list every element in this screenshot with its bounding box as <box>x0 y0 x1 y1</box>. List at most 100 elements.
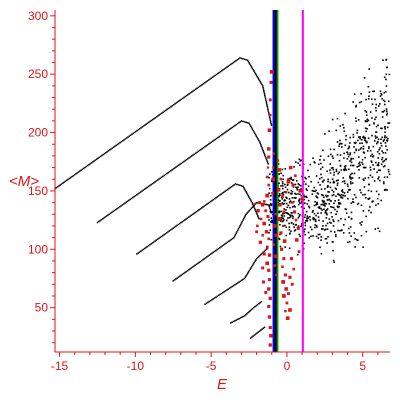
band-point <box>237 228 240 230</box>
cloud-point <box>320 194 323 196</box>
cloud-point <box>328 203 330 205</box>
cloud-point <box>322 196 325 199</box>
band-point <box>66 179 68 182</box>
cloud-point <box>279 220 282 223</box>
cloud-point <box>359 136 361 138</box>
cloud-point <box>318 207 321 210</box>
red-point <box>265 245 269 249</box>
band-point <box>207 202 209 205</box>
red-point <box>294 218 298 222</box>
cloud-point <box>300 159 303 162</box>
cloud-point <box>337 179 339 182</box>
cloud-point <box>386 176 389 178</box>
band-point <box>258 217 260 220</box>
band-point <box>259 81 262 83</box>
cloud-point <box>369 149 372 152</box>
band-point <box>153 182 155 184</box>
cloud-point <box>291 196 294 199</box>
cloud-point <box>345 212 348 214</box>
cloud-point <box>388 173 391 176</box>
cloud-point <box>336 117 339 120</box>
cloud-point <box>290 221 293 224</box>
cloud-point <box>297 162 299 164</box>
cloud-point <box>384 165 386 167</box>
cloud-point <box>375 109 377 112</box>
band-point <box>247 272 249 274</box>
band-point <box>230 127 232 130</box>
cloud-point <box>293 226 295 228</box>
band-point <box>242 219 244 221</box>
cloud-point <box>292 200 295 203</box>
cloud-point <box>320 207 322 210</box>
cloud-point <box>317 212 319 214</box>
band-point <box>228 187 230 190</box>
cloud-point <box>325 217 328 219</box>
cloud-point <box>371 117 373 119</box>
band-point <box>94 159 97 161</box>
cloud-point <box>380 138 382 140</box>
cloud-point <box>280 185 282 187</box>
band-point <box>209 299 212 302</box>
band-point <box>198 261 200 264</box>
band-point <box>165 232 168 234</box>
cloud-point <box>325 237 328 240</box>
y-tick-label: 50 <box>35 301 49 315</box>
cloud-point <box>364 127 367 129</box>
band-point <box>216 248 218 251</box>
band-point <box>232 284 235 287</box>
band-point <box>224 243 226 245</box>
cloud-point <box>350 161 353 164</box>
cloud-point <box>306 189 308 192</box>
band-point <box>222 133 224 135</box>
band-point <box>155 180 158 182</box>
band-point <box>190 267 193 269</box>
band-point <box>117 206 120 209</box>
band-point <box>176 165 179 167</box>
cloud-point <box>358 177 361 179</box>
cloud-point <box>324 188 326 190</box>
band-point <box>236 282 239 284</box>
band-point <box>255 259 257 261</box>
cloud-point <box>333 181 336 184</box>
band-point <box>220 292 223 295</box>
cloud-point <box>362 166 365 169</box>
cloud-point <box>371 134 373 137</box>
band-point <box>193 212 195 215</box>
cloud-point <box>319 168 322 170</box>
band-point <box>129 198 131 201</box>
band-point <box>112 146 115 148</box>
cloud-point <box>388 122 391 124</box>
cloud-point <box>320 173 322 176</box>
cloud-point <box>385 108 388 110</box>
cloud-point <box>324 202 326 205</box>
band-point <box>109 149 111 151</box>
band-point <box>135 130 137 133</box>
band-point <box>263 250 266 252</box>
cloud-point <box>347 153 349 155</box>
cloud-point <box>332 220 335 223</box>
red-point <box>264 291 268 294</box>
cloud-point <box>329 153 332 156</box>
cloud-point <box>338 159 341 162</box>
cloud-point <box>383 159 386 162</box>
band-point <box>137 128 140 131</box>
cloud-point <box>347 168 350 171</box>
band-point <box>149 244 151 246</box>
x-axis-title: E <box>217 376 228 393</box>
cloud-point <box>311 228 313 231</box>
band-point <box>218 247 221 249</box>
band-point <box>211 76 214 78</box>
band-point <box>172 227 174 229</box>
band-point <box>253 204 256 206</box>
red-point <box>274 213 277 216</box>
band-point <box>254 305 256 308</box>
cloud-point <box>285 212 287 214</box>
cloud-point <box>350 157 352 160</box>
cloud-point <box>330 167 333 169</box>
band-point <box>225 189 228 192</box>
cloud-point <box>334 187 337 190</box>
cloud-point <box>343 180 346 182</box>
band-point <box>147 185 150 188</box>
cloud-point <box>269 229 271 232</box>
cloud-point <box>346 183 349 186</box>
